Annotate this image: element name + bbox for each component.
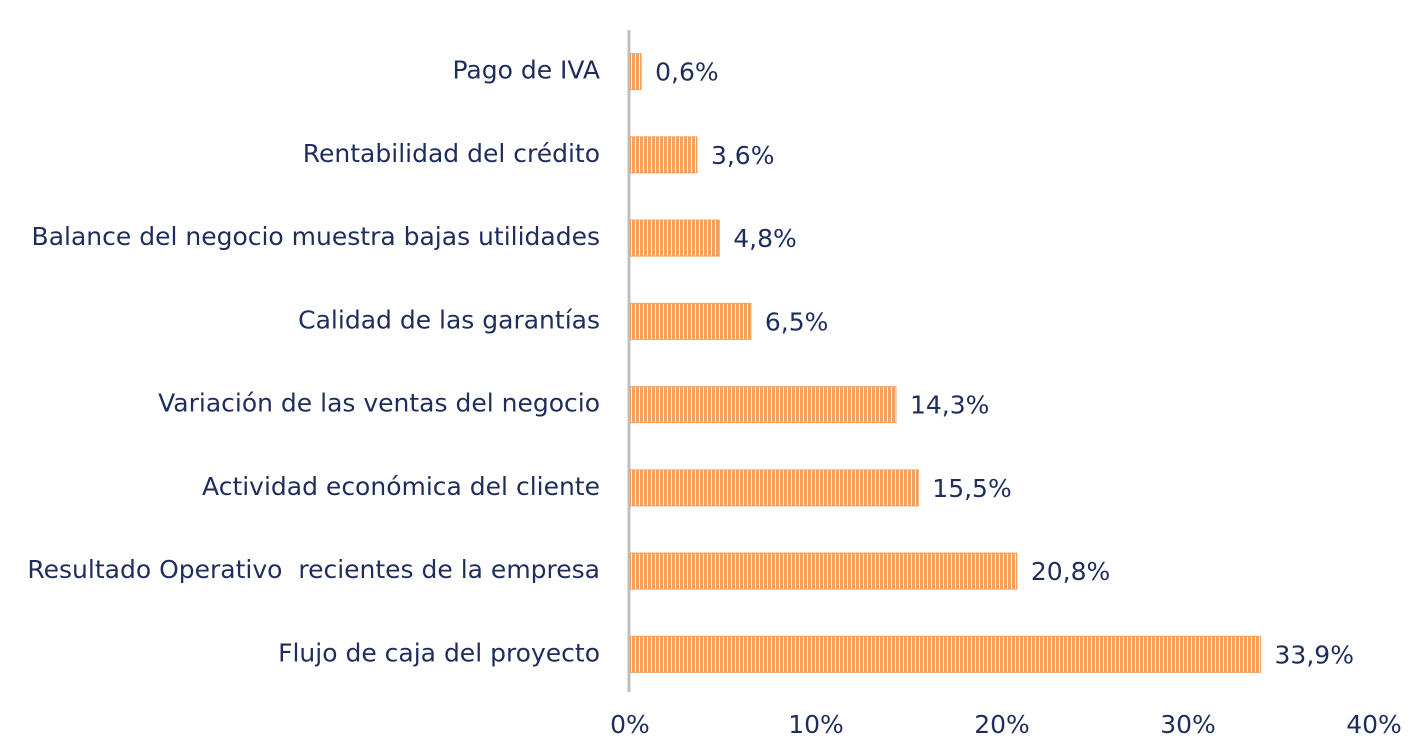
value-label: 3,6% [711,141,775,170]
category-label: Pago de IVA [452,56,600,85]
value-label: 14,3% [910,391,989,420]
category-label: Variación de las ventas del negocio [158,389,600,418]
category-label: Flujo de caja del proyecto [278,638,600,667]
category-label: Calidad de las garantías [298,305,600,334]
bar [629,552,1018,590]
bar [629,53,642,91]
x-tick-label: 40% [1346,710,1402,739]
value-label: 0,6% [655,58,719,87]
bar [629,136,698,174]
x-tick-label: 30% [1160,710,1216,739]
x-tick-label: 20% [974,710,1030,739]
value-label: 33,9% [1275,640,1354,669]
bar [629,469,919,507]
category-label: Balance del negocio muestra bajas utilid… [32,222,600,251]
value-label: 4,8% [733,224,797,253]
value-label: 20,8% [1031,557,1110,586]
value-label: 15,5% [932,474,1011,503]
bar [629,302,752,340]
bar [629,635,1262,673]
category-label: Resultado Operativo recientes de la empr… [27,555,600,584]
x-tick-label: 0% [610,710,650,739]
bar [629,386,897,424]
value-label: 6,5% [765,307,829,336]
category-label: Actividad económica del cliente [202,472,600,501]
bar [629,219,720,257]
category-label: Rentabilidad del crédito [303,139,600,168]
x-tick-label: 10% [788,710,844,739]
